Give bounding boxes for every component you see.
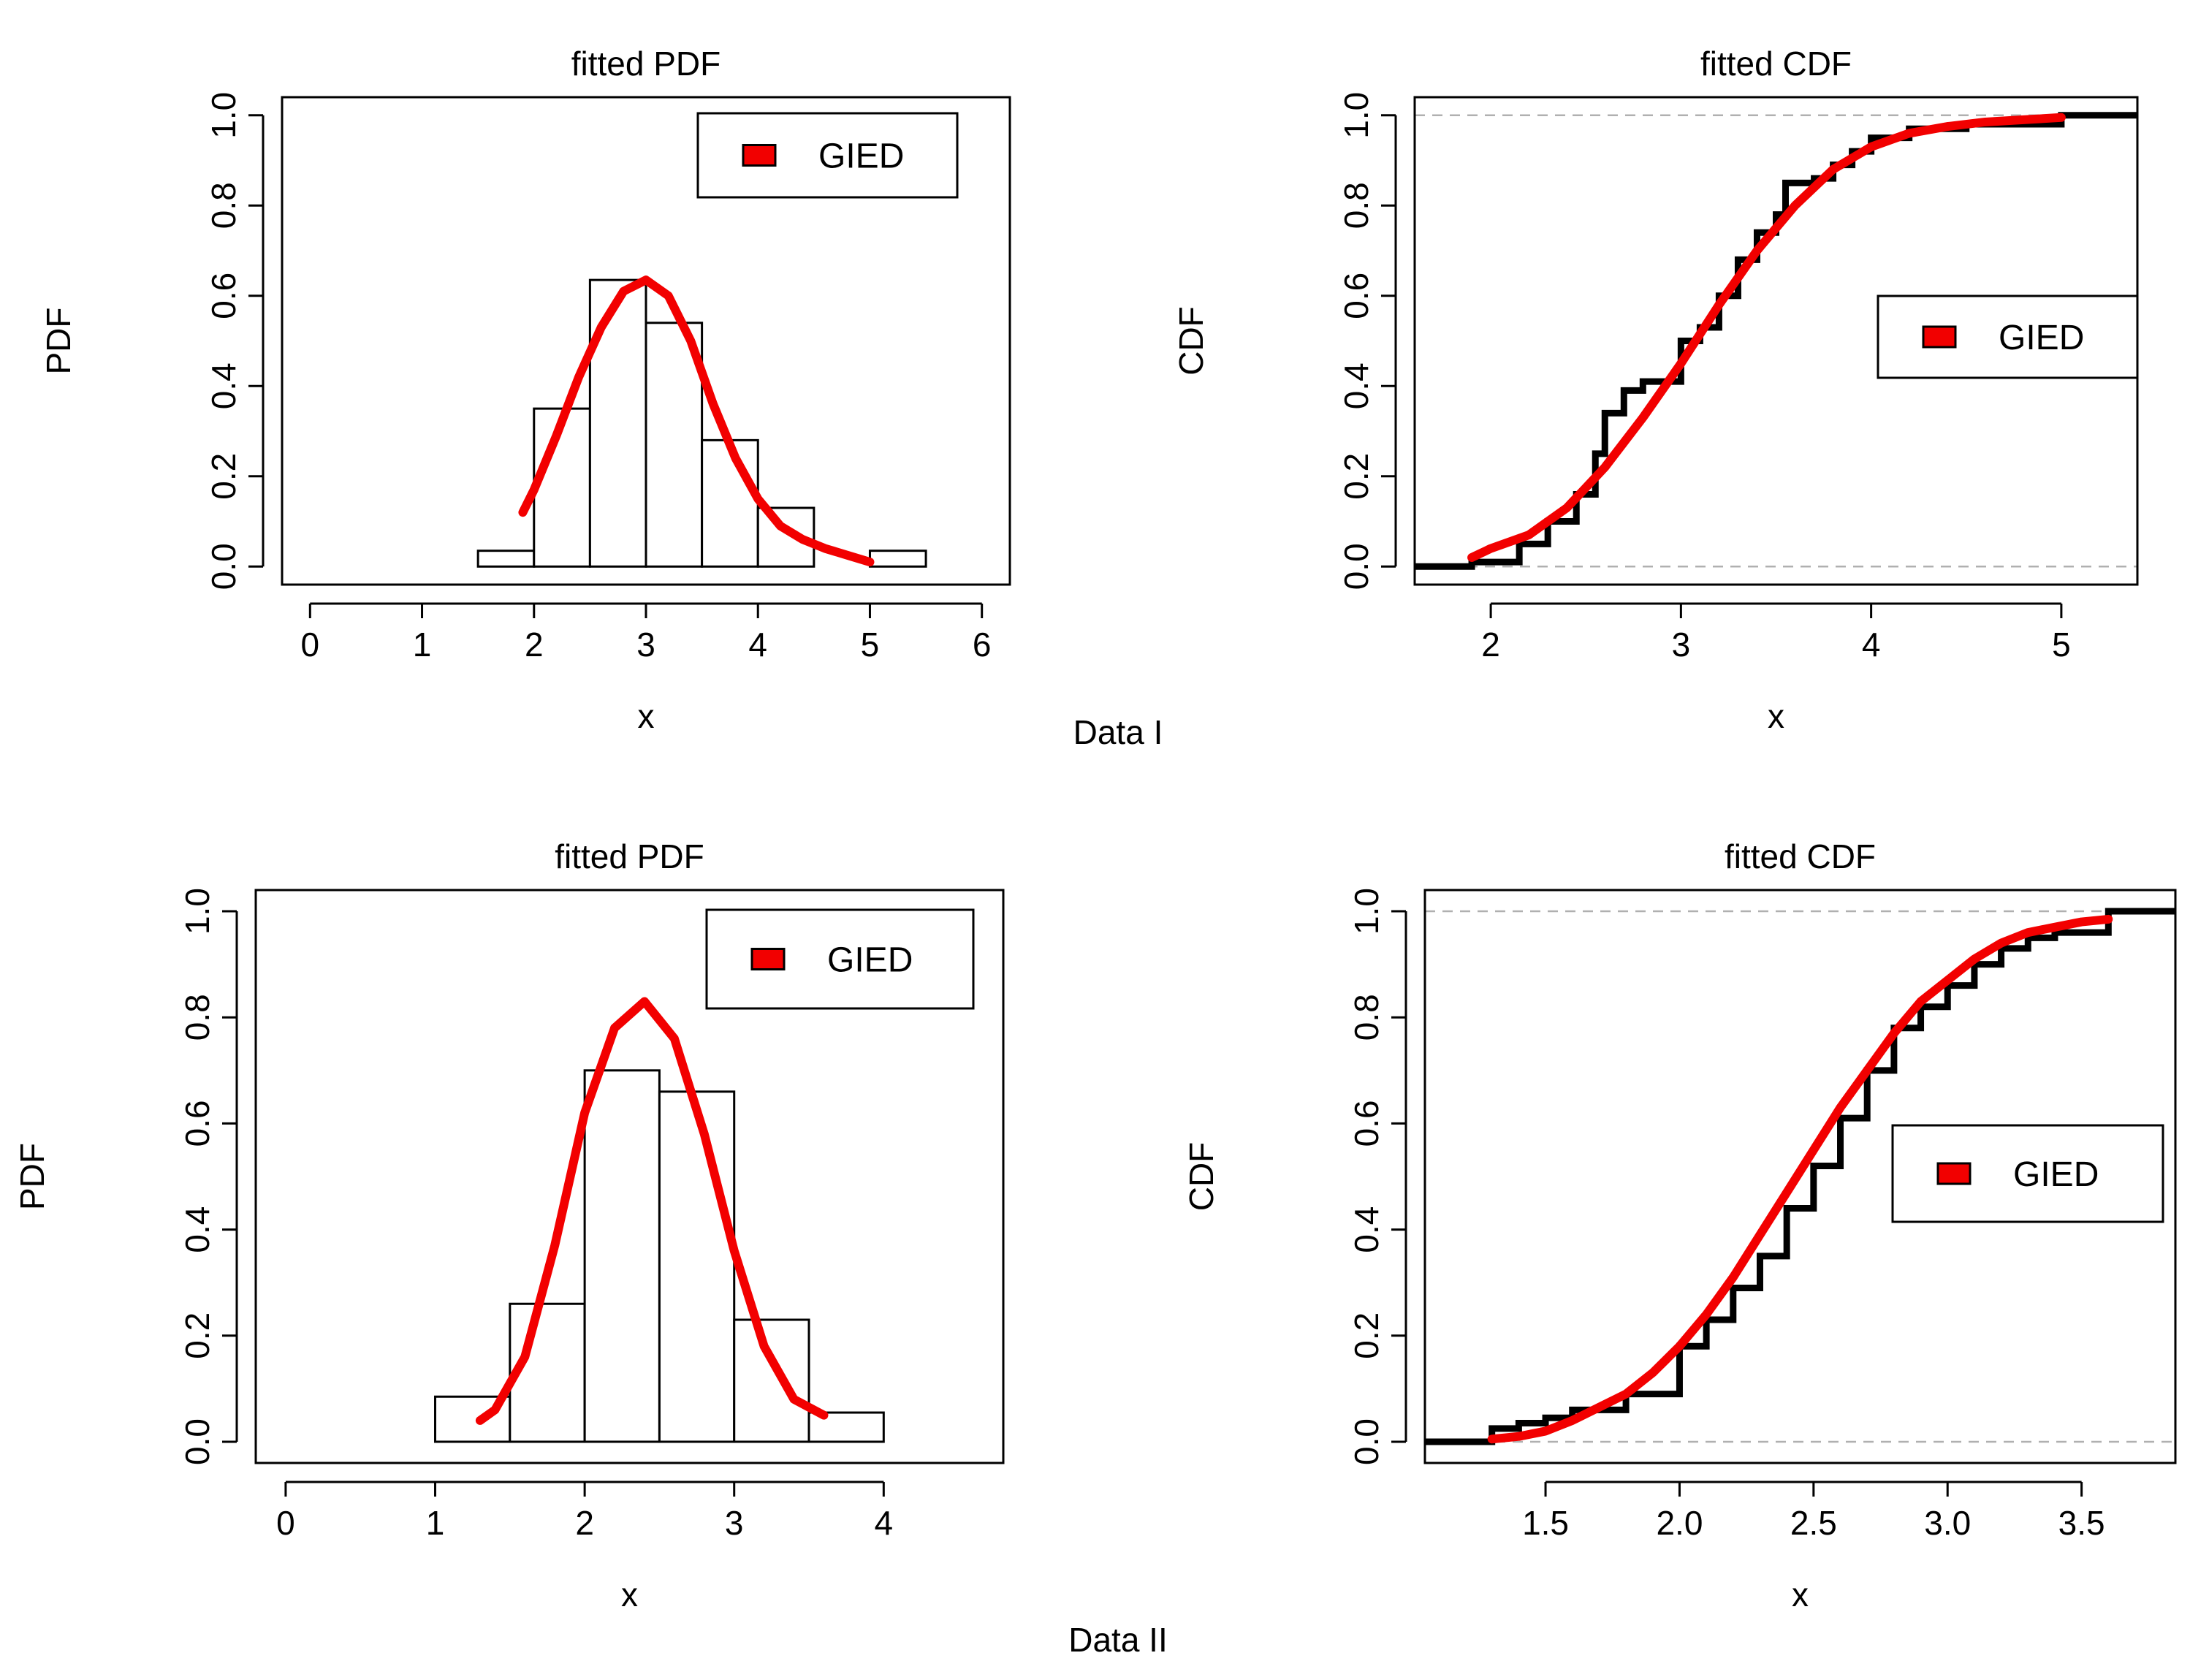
y-tick-label: 0.6 xyxy=(205,273,243,319)
legend-swatch xyxy=(1936,1162,1972,1185)
histogram-bar xyxy=(588,278,647,568)
x-tick-label: 1.5 xyxy=(1522,1504,1569,1542)
histogram-bar xyxy=(701,438,759,568)
chart-title: fitted PDF xyxy=(555,837,704,875)
y-tick-label: 0.8 xyxy=(178,994,216,1041)
y-tick-label: 1.0 xyxy=(1337,92,1375,139)
y-tick-label: 1.0 xyxy=(205,92,243,139)
y-tick-label: 0.8 xyxy=(1337,182,1375,229)
y-axis-label: PDF xyxy=(13,1143,51,1210)
x-tick-label: 5 xyxy=(2052,626,2071,664)
y-tick-label: 0.2 xyxy=(205,453,243,500)
x-tick-label: 4 xyxy=(875,1504,894,1542)
histogram-bar xyxy=(733,1318,810,1443)
chart-title: fitted CDF xyxy=(1725,837,1876,875)
legend-swatch xyxy=(750,948,786,970)
plot-frame xyxy=(281,96,1011,586)
panel-cdf1: fitted CDF 2 3 4 5 x 0.0 0.2 0.4 0.6 0.8 1.0 CDF GIED xyxy=(1172,45,2139,735)
caption-data-2: Data II xyxy=(1068,1621,1168,1659)
x-tick-label: 4 xyxy=(1862,626,1881,664)
x-tick-label: 2.5 xyxy=(1790,1504,1837,1542)
x-axis-label: x xyxy=(638,697,655,735)
y-tick-label: 0.0 xyxy=(205,543,243,590)
plot-frame xyxy=(254,889,1005,1464)
y-tick-label: 1.0 xyxy=(178,888,216,935)
y-tick-label: 0.8 xyxy=(1347,994,1385,1041)
panel-pdf1: fitted PDF 0 1 2 3 4 5 6 x 0.0 0.2 0.4 0.6 0.8 1.0 PDF G… xyxy=(39,45,1011,735)
histogram-bar xyxy=(645,322,704,568)
x-tick-label: 0 xyxy=(301,626,320,664)
x-tick-label: 1 xyxy=(413,626,432,664)
y-tick-label: 0.0 xyxy=(178,1418,216,1465)
caption-data-1: Data I xyxy=(1073,713,1163,751)
y-tick-label: 0.2 xyxy=(1347,1312,1385,1359)
chart-title: fitted CDF xyxy=(1700,45,1852,83)
x-tick-label: 3 xyxy=(1672,626,1691,664)
fitted-curve xyxy=(1487,914,2113,1444)
y-tick-label: 0.2 xyxy=(178,1312,216,1359)
y-tick-label: 0.0 xyxy=(1337,543,1375,590)
legend-box xyxy=(696,112,959,199)
y-axis-label: CDF xyxy=(1172,306,1210,376)
legend-label: GIED xyxy=(1999,319,2084,357)
histogram-bar xyxy=(509,1302,586,1443)
x-axis-label: x xyxy=(1792,1576,1809,1614)
y-tick-label: 0.6 xyxy=(1347,1100,1385,1147)
legend-swatch xyxy=(742,144,777,167)
x-axis-label: x xyxy=(621,1576,638,1614)
x-tick-label: 3 xyxy=(636,626,655,664)
y-tick-label: 0.4 xyxy=(205,362,243,409)
x-tick-label: 4 xyxy=(748,626,767,664)
y-tick-label: 0.0 xyxy=(1347,1418,1385,1465)
x-tick-label: 2 xyxy=(575,1504,594,1542)
panel-cdf2: fitted CDF 1.5 2.0 2.5 3.0 3.5 x 0.0 0.2 0.4 0.6 0.… xyxy=(1182,837,2177,1614)
histogram-bar xyxy=(658,1090,736,1443)
x-tick-label: 6 xyxy=(973,626,992,664)
fitted-curve xyxy=(518,275,875,567)
histogram-bar xyxy=(476,550,536,568)
fitted-curve xyxy=(1467,113,2066,562)
y-tick-label: 0.4 xyxy=(178,1206,216,1253)
x-tick-label: 0 xyxy=(276,1504,295,1542)
y-tick-label: 0.8 xyxy=(205,182,243,229)
y-tick-label: 0.2 xyxy=(1337,453,1375,500)
x-tick-label: 3.5 xyxy=(2058,1504,2105,1542)
panel-pdf2: fitted PDF 0 1 2 3 4 x 0.0 0.2 0.4 0.6 0.8 1.0 PDF GIE… xyxy=(13,837,1005,1614)
x-tick-label: 2.0 xyxy=(1656,1504,1703,1542)
y-axis-label: PDF xyxy=(39,308,77,375)
x-tick-label: 3 xyxy=(725,1504,744,1542)
y-axis-label: CDF xyxy=(1182,1142,1220,1212)
legend-swatch xyxy=(1922,325,1957,349)
x-tick-label: 3.0 xyxy=(1924,1504,1971,1542)
histogram-bar xyxy=(868,550,927,568)
x-tick-label: 1 xyxy=(426,1504,445,1542)
histogram-bar xyxy=(583,1069,661,1443)
y-tick-label: 1.0 xyxy=(1347,888,1385,935)
chart-title: fitted PDF xyxy=(571,45,721,83)
legend-label: GIED xyxy=(818,137,904,176)
x-axis-label: x xyxy=(1768,697,1784,735)
fitted-curve xyxy=(475,997,829,1425)
x-tick-label: 2 xyxy=(525,626,544,664)
legend-box xyxy=(1877,294,2139,379)
x-tick-label: 2 xyxy=(1481,626,1500,664)
x-tick-label: 5 xyxy=(861,626,880,664)
y-tick-label: 0.4 xyxy=(1347,1206,1385,1253)
plot-frame xyxy=(1423,889,2177,1464)
legend-label: GIED xyxy=(2013,1155,2099,1194)
legend-label: GIED xyxy=(827,941,913,980)
y-tick-label: 0.6 xyxy=(178,1100,216,1147)
y-tick-label: 0.6 xyxy=(1337,273,1375,319)
y-tick-label: 0.4 xyxy=(1337,362,1375,409)
